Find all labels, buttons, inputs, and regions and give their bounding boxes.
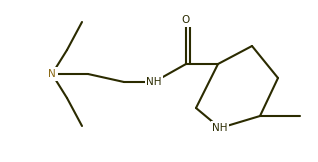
Text: NH: NH xyxy=(146,77,162,87)
Text: O: O xyxy=(182,15,190,25)
Text: N: N xyxy=(48,69,56,79)
Text: NH: NH xyxy=(212,123,228,133)
